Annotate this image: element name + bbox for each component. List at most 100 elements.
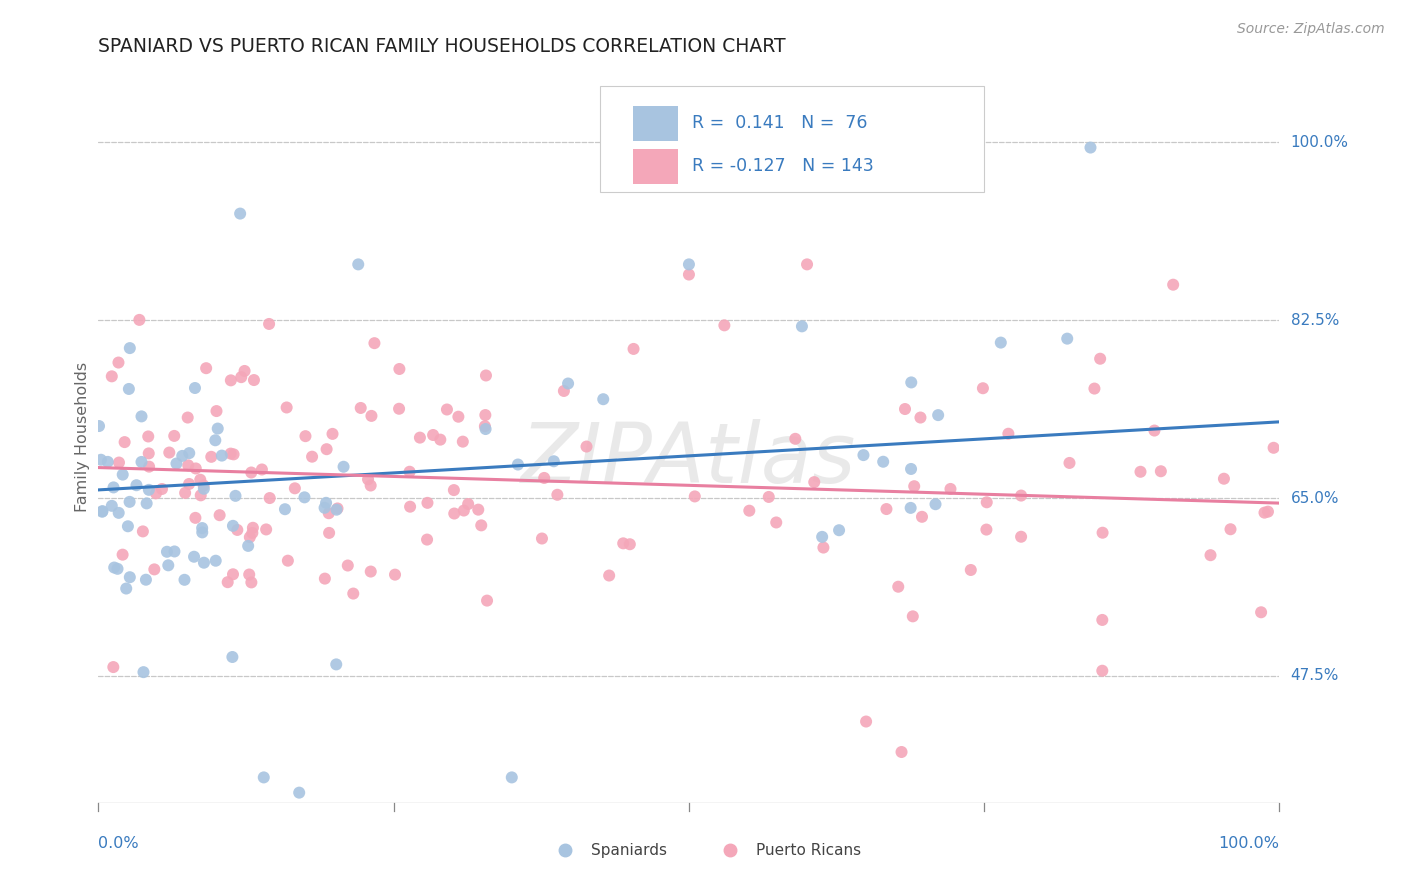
Point <box>533 471 555 485</box>
Point <box>163 544 186 558</box>
Point <box>475 593 498 607</box>
Point <box>1219 522 1241 536</box>
Point <box>453 503 475 517</box>
Text: SPANIARD VS PUERTO RICAN FAMILY HOUSEHOLDS CORRELATION CHART: SPANIARD VS PUERTO RICAN FAMILY HOUSEHOL… <box>98 37 786 56</box>
Point <box>738 504 761 518</box>
Point <box>422 428 444 442</box>
Point <box>193 478 215 492</box>
Point <box>398 465 420 479</box>
Point <box>211 449 233 463</box>
Point <box>758 490 780 504</box>
Point <box>238 539 260 553</box>
Point <box>103 660 125 674</box>
Point <box>91 504 114 518</box>
Y-axis label: Family Households: Family Households <box>75 362 90 512</box>
Point <box>678 257 700 271</box>
Point <box>229 206 252 220</box>
Point <box>785 432 807 446</box>
Point <box>1010 489 1032 503</box>
Point <box>188 473 211 487</box>
Point <box>224 489 246 503</box>
Point <box>172 449 194 463</box>
Point <box>1091 664 1114 678</box>
Point <box>166 457 188 471</box>
Point <box>191 521 214 535</box>
Point <box>619 537 641 551</box>
Point <box>107 506 129 520</box>
Point <box>813 541 835 555</box>
Point <box>976 495 998 509</box>
Point <box>388 362 411 376</box>
Point <box>138 446 160 460</box>
FancyBboxPatch shape <box>600 86 984 192</box>
Point <box>872 455 894 469</box>
Text: 82.5%: 82.5% <box>1291 313 1339 327</box>
FancyBboxPatch shape <box>634 106 678 141</box>
Point <box>976 523 998 537</box>
Point <box>128 313 150 327</box>
Point <box>543 454 565 468</box>
Point <box>191 525 214 540</box>
Point <box>1129 465 1152 479</box>
Point <box>101 369 124 384</box>
Point <box>474 408 496 422</box>
Point <box>1199 548 1222 562</box>
Point <box>553 384 575 398</box>
Point <box>360 409 382 423</box>
Point <box>342 586 364 600</box>
Point <box>156 545 179 559</box>
Point <box>900 376 922 390</box>
Point <box>903 479 925 493</box>
Text: Spaniards: Spaniards <box>591 843 666 858</box>
Point <box>1088 351 1111 366</box>
Point <box>900 500 922 515</box>
Point <box>997 426 1019 441</box>
Point <box>318 506 340 520</box>
Point <box>811 530 834 544</box>
Point <box>713 318 735 333</box>
Point <box>1083 382 1105 396</box>
Point <box>183 549 205 564</box>
Point <box>416 496 439 510</box>
Text: Puerto Ricans: Puerto Ricans <box>756 843 862 858</box>
Point <box>118 570 141 584</box>
Point <box>103 480 125 494</box>
Point <box>887 580 910 594</box>
Point <box>321 426 343 441</box>
Point <box>927 408 949 422</box>
Point <box>221 650 243 665</box>
Point <box>443 483 465 497</box>
Point <box>429 433 451 447</box>
Point <box>443 507 465 521</box>
Point <box>890 745 912 759</box>
Point <box>325 502 347 516</box>
Point <box>457 497 479 511</box>
Text: 65.0%: 65.0% <box>1291 491 1339 506</box>
Point <box>501 771 523 785</box>
Text: 100.0%: 100.0% <box>1219 836 1279 851</box>
Point <box>101 499 124 513</box>
Point <box>208 508 231 523</box>
Point <box>828 523 851 537</box>
Point <box>259 491 281 505</box>
Point <box>474 422 496 436</box>
Point <box>332 459 354 474</box>
Point <box>157 558 180 573</box>
Point <box>114 435 136 450</box>
Point <box>135 573 157 587</box>
Point <box>284 481 307 495</box>
Point <box>91 505 114 519</box>
Point <box>257 317 280 331</box>
Point <box>325 657 347 672</box>
Text: 100.0%: 100.0% <box>1291 135 1348 150</box>
Point <box>1150 464 1173 478</box>
Point <box>875 502 897 516</box>
Point <box>1080 140 1102 154</box>
Point <box>163 429 186 443</box>
Point <box>1253 506 1275 520</box>
Point <box>1161 277 1184 292</box>
Point <box>384 567 406 582</box>
Text: R =  0.141   N =  76: R = 0.141 N = 76 <box>693 114 868 133</box>
Point <box>1059 456 1081 470</box>
Point <box>115 582 138 596</box>
